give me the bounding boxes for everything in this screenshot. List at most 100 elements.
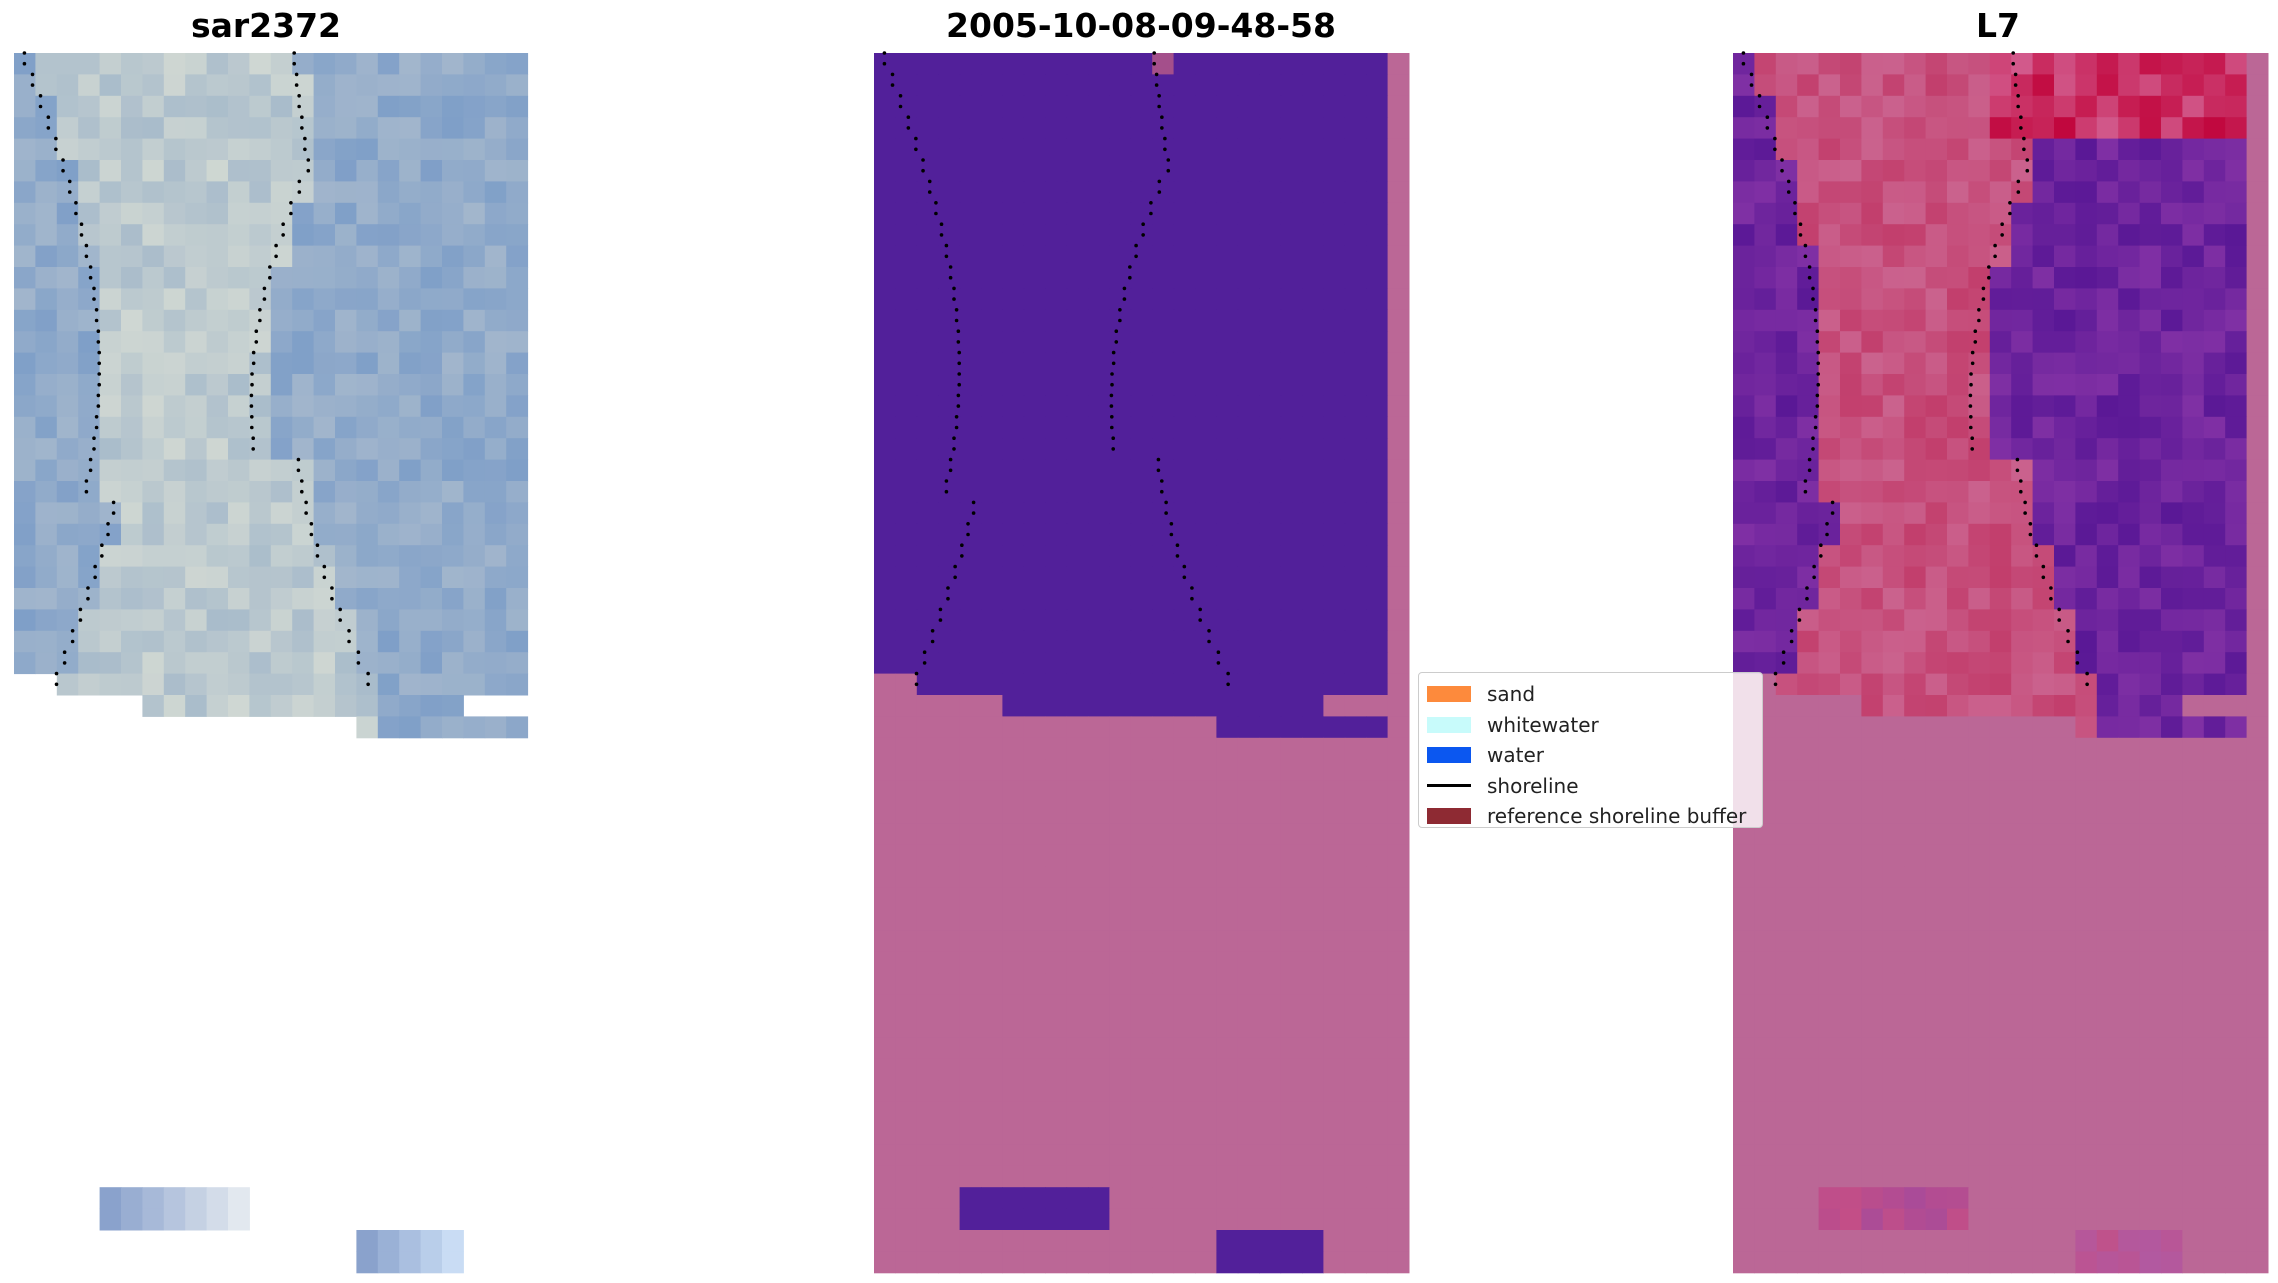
pixel	[1237, 202, 1260, 225]
pixel	[463, 673, 486, 696]
pixel	[2096, 1208, 2119, 1231]
pixel	[1023, 759, 1046, 782]
pixel	[1130, 117, 1153, 140]
pixel	[420, 224, 443, 247]
pixel	[2054, 309, 2076, 332]
pixel	[2161, 523, 2183, 546]
pixel	[2032, 95, 2055, 118]
pixel	[1088, 160, 1110, 182]
pixel	[228, 352, 250, 375]
pixel	[1045, 288, 1068, 311]
shoreline-point	[2049, 586, 2053, 590]
pixel	[2032, 74, 2055, 97]
pixel	[1904, 951, 1927, 974]
pixel	[270, 245, 293, 268]
pixel	[874, 1058, 896, 1081]
pixel	[121, 245, 143, 268]
pixel	[1023, 930, 1046, 953]
pixel	[2011, 267, 2034, 289]
pixel	[1066, 695, 1089, 717]
pixel	[249, 566, 272, 589]
pixel	[2225, 416, 2248, 439]
pixel	[2246, 138, 2269, 161]
pixel	[1173, 695, 1196, 717]
pixel	[1045, 309, 1068, 332]
pixel	[1344, 459, 1367, 482]
pixel	[2011, 973, 2034, 996]
pixel	[959, 374, 982, 396]
pixel	[2032, 523, 2055, 546]
pixel	[2203, 588, 2226, 610]
pixel	[2182, 352, 2205, 375]
pixel	[1344, 502, 1367, 525]
pixel	[2139, 994, 2162, 1017]
pixel	[356, 181, 379, 204]
pixel	[56, 523, 79, 546]
pixel	[1173, 609, 1196, 632]
pixel	[2118, 1101, 2141, 1124]
pixel	[1195, 138, 1217, 161]
pixel	[228, 459, 250, 482]
pixel	[1323, 53, 1346, 75]
pixel	[313, 481, 336, 503]
pixel	[959, 780, 982, 803]
pixel	[2032, 267, 2055, 289]
pixel	[1733, 181, 1755, 204]
pixel	[185, 438, 208, 461]
pixel	[1109, 481, 1132, 503]
pixel	[1130, 630, 1153, 653]
whitewater-swatch	[1427, 716, 1471, 733]
pixel	[1045, 973, 1068, 996]
pixel	[249, 652, 272, 675]
pixel	[1237, 695, 1260, 717]
pixel	[1302, 202, 1324, 225]
pixel	[78, 630, 101, 653]
pixel	[1344, 695, 1367, 717]
pixel	[506, 160, 529, 182]
shoreline-point	[100, 543, 104, 547]
pixel	[2225, 245, 2248, 268]
pixel	[1109, 909, 1132, 931]
pixel	[2118, 331, 2141, 354]
pixel	[1904, 1230, 1927, 1252]
pixel	[1216, 95, 1239, 118]
pixel	[2054, 1144, 2076, 1167]
pixel	[1152, 844, 1175, 867]
pixel	[916, 759, 939, 782]
pixel	[1861, 352, 1884, 375]
pixel	[938, 395, 961, 418]
pixel	[1968, 1058, 1991, 1081]
pixel	[2203, 245, 2226, 268]
pixel	[2075, 802, 2098, 824]
pixel	[121, 566, 143, 589]
pixel	[1775, 331, 1798, 354]
pixel	[484, 352, 507, 375]
pixel	[1818, 53, 1841, 75]
pixel	[2161, 352, 2183, 375]
pixel	[142, 138, 165, 161]
pixel	[1387, 609, 1410, 632]
pixel	[292, 202, 315, 225]
pixel	[142, 502, 165, 525]
pixel	[99, 416, 122, 439]
pixel	[35, 245, 58, 268]
shoreline-point	[1807, 265, 1812, 269]
pixel	[938, 673, 961, 696]
pixel	[916, 74, 939, 97]
pixel	[1323, 309, 1346, 332]
pixel	[1195, 1016, 1217, 1038]
pixel	[1002, 695, 1025, 717]
pixel	[1840, 74, 1862, 97]
pixel	[121, 502, 143, 525]
pixel	[2054, 374, 2076, 396]
pixel	[35, 630, 58, 653]
pixel	[2203, 630, 2226, 653]
pixel	[2246, 202, 2269, 225]
pixel	[1344, 866, 1367, 889]
pixel	[1989, 481, 2012, 503]
pixel	[1130, 652, 1153, 675]
pixel	[1968, 502, 1991, 525]
pixel	[1754, 438, 1777, 461]
pixel	[463, 224, 486, 247]
